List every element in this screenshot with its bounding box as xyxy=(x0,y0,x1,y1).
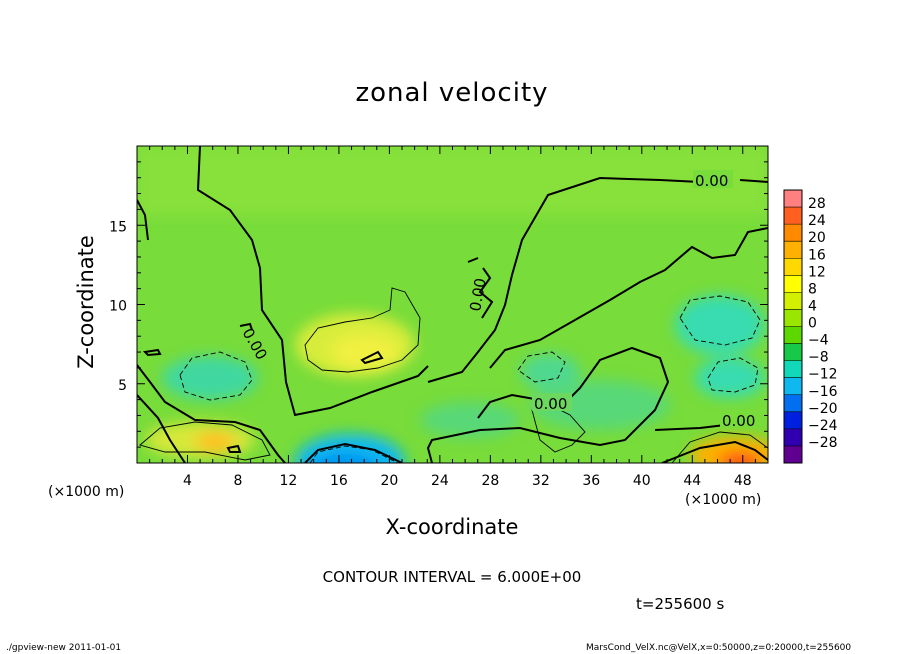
x-tick-label: 20 xyxy=(380,473,398,489)
colorbar-label: 0 xyxy=(808,316,817,332)
colorbar-swatch xyxy=(784,241,802,259)
negative-contours xyxy=(179,295,761,463)
colorbar-label: −16 xyxy=(808,384,838,400)
x-tick-label: 48 xyxy=(734,473,752,489)
contour-label: 0.00 xyxy=(722,412,755,430)
colorbar-swatch xyxy=(784,394,802,413)
x-unit-label-left: (×1000 m) xyxy=(48,484,125,500)
colorbar-swatch xyxy=(784,224,802,242)
y-tick-label: 5 xyxy=(118,378,127,394)
zero-contours xyxy=(137,146,768,463)
x-tick-label: 40 xyxy=(633,473,651,489)
colorbar-label: 4 xyxy=(808,298,817,314)
contour-label: 0.00 xyxy=(534,395,567,413)
colorbar-swatch xyxy=(784,275,802,293)
colorbar-swatch xyxy=(784,258,802,276)
colorbar-swatch xyxy=(784,445,802,464)
colorbar-swatch xyxy=(784,343,802,362)
colorbar-swatch xyxy=(784,207,802,225)
contour-label-group: 0.00 0.00 0.00 0.00 0.00 xyxy=(239,170,760,430)
colorbar-label: −20 xyxy=(808,401,838,417)
contour-label: 0.00 xyxy=(466,277,490,313)
colorbar-swatch xyxy=(784,360,802,379)
x-tick-label: 4 xyxy=(183,473,192,489)
footer-right: MarsCond_VelX.nc@VelX,x=0:50000,z=0:2000… xyxy=(586,643,852,653)
colorbar-swatch xyxy=(784,377,802,396)
x-tick-label: 16 xyxy=(330,473,348,489)
colorbar-label: −8 xyxy=(808,350,829,366)
colorbar-swatch xyxy=(784,428,802,447)
colorbar-label: −12 xyxy=(808,367,838,383)
time-text: t=255600 s xyxy=(636,595,725,613)
colorbar-label: 8 xyxy=(808,281,817,297)
colorbar-swatch xyxy=(784,190,802,208)
y-tick-label: 15 xyxy=(109,219,127,235)
colorbar-swatch xyxy=(784,292,802,310)
colorbar-label: 12 xyxy=(808,264,826,280)
colorbar-label: −4 xyxy=(808,333,829,349)
x-tick-label: 36 xyxy=(582,473,600,489)
x-tick-label: 28 xyxy=(481,473,499,489)
colorbar-swatch xyxy=(784,326,802,345)
colorbar-label: 16 xyxy=(808,247,826,263)
y-tick-label: 10 xyxy=(109,299,127,315)
colorbar-label: −28 xyxy=(808,435,838,451)
contour-interval-text: CONTOUR INTERVAL = 6.000E+00 xyxy=(322,568,582,586)
colorbar-label: 28 xyxy=(808,196,826,212)
contour-label: 0.00 xyxy=(695,172,728,190)
x-unit-label-right: (×1000 m) xyxy=(685,492,762,508)
chart-title: zonal velocity xyxy=(355,78,549,108)
x-tick-label: 12 xyxy=(280,473,298,489)
colorbar-swatch xyxy=(784,411,802,430)
x-tick-label: 24 xyxy=(431,473,449,489)
x-tick-label: 8 xyxy=(233,473,242,489)
footer-left: ./gpview-new 2011-01-01 xyxy=(6,643,122,653)
x-tick-label: 32 xyxy=(532,473,550,489)
x-tick-label: 44 xyxy=(683,473,701,489)
heatmap-field: 0.00 0.00 0.00 0.00 0.00 xyxy=(137,146,768,463)
colorbar-label: 20 xyxy=(808,230,826,246)
x-axis-label: X-coordinate xyxy=(385,515,519,539)
colorbar-label: 24 xyxy=(808,213,826,229)
colorbar-label: −24 xyxy=(808,418,838,434)
colorbar-swatch xyxy=(784,309,802,327)
